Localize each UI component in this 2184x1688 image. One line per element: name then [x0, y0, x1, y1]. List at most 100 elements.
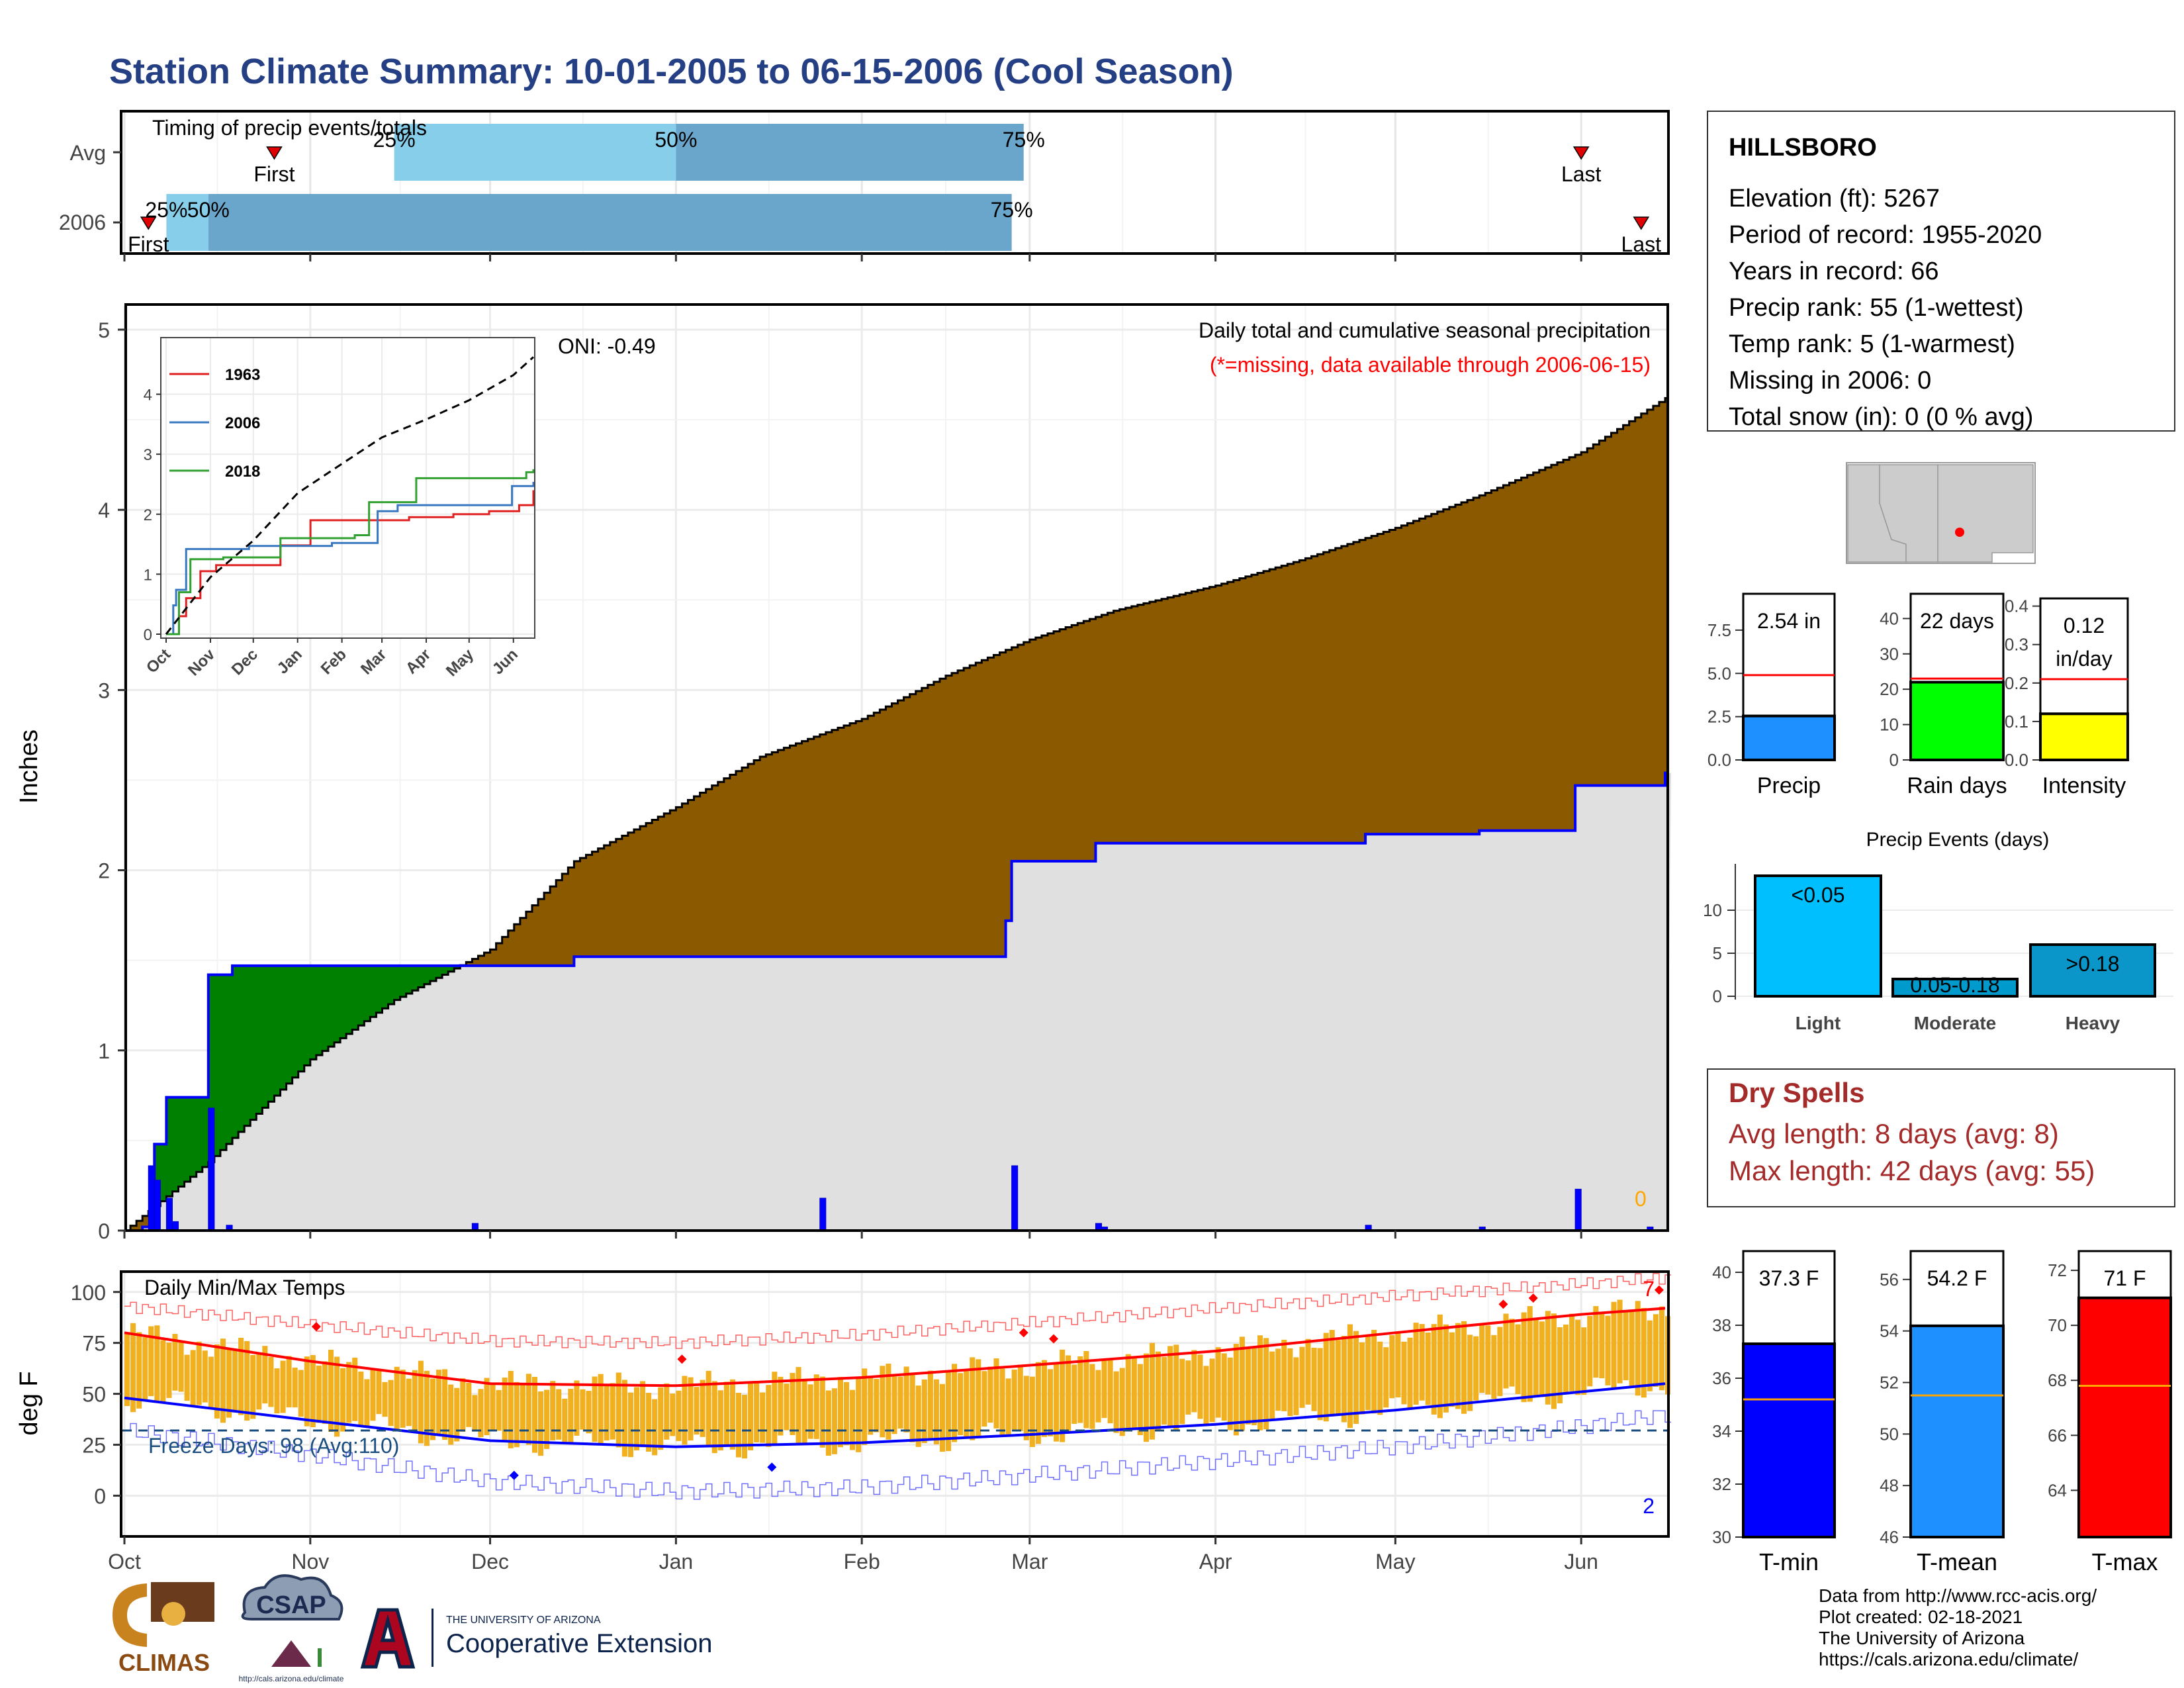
temp-daily-bar [1425, 1333, 1431, 1405]
temp-daily-bar [154, 1325, 160, 1401]
temp-daily-bar [886, 1363, 891, 1440]
temp-x-ticks: Oct Nov Dec Jan Feb Mar Apr May Jun [108, 1536, 1598, 1573]
inset-legend: 1963 2006 2018 [169, 366, 260, 481]
temp-daily-bar [735, 1393, 742, 1458]
temp-x-tick-label: Apr [1199, 1550, 1232, 1573]
temp-daily-bar [1215, 1347, 1221, 1418]
temp-daily-bar [1101, 1359, 1107, 1419]
temp-daily-bar [1557, 1327, 1563, 1403]
temp-daily-bar [1647, 1320, 1653, 1391]
dry-spells-title: Dry Spells [1729, 1077, 1864, 1108]
temp-daily-bar [1323, 1333, 1329, 1422]
temp-daily-bar [490, 1384, 496, 1430]
temp-daily-bar [418, 1360, 424, 1444]
station-elevation: Elevation (ft): 5267 [1729, 185, 1940, 212]
timing-x-ticks [113, 151, 1582, 261]
temp-daily-bar [891, 1376, 897, 1434]
timing-label-q75: 75% [991, 198, 1033, 222]
temp-daily-bar [952, 1364, 958, 1442]
csap-logo: CSAP http://cals.arizona.edu/climate [239, 1574, 344, 1683]
temp-daily-bar [1593, 1306, 1599, 1378]
precip-x-ticks [123, 1231, 1582, 1239]
temp-daily-bar [1443, 1324, 1449, 1413]
timing-label-last: Last [1561, 162, 1602, 186]
precip-daily-bar [819, 1197, 827, 1231]
temp-daily-bar [1089, 1364, 1095, 1429]
temp-daily-bar [1383, 1347, 1389, 1408]
summary-2-value-unit: in/day [2056, 647, 2112, 671]
temp-daily-bar [1137, 1364, 1143, 1436]
precip-marks [124, 397, 1672, 1232]
temp-daily-bar [880, 1366, 886, 1438]
summary-2-y-tick-label: 0.1 [2005, 712, 2028, 731]
temp-daily-bar [454, 1387, 460, 1442]
timing-bar-q25-q50 [394, 124, 676, 181]
temp-daily-bar [256, 1352, 262, 1410]
events-category-label: Light [1796, 1013, 1841, 1033]
temp-y-tick-label: 50 [82, 1383, 106, 1407]
record-high-marker [1654, 1285, 1664, 1295]
temp-daily-bar [484, 1378, 490, 1436]
ua-logo-big-text: Cooperative Extension [446, 1629, 712, 1658]
ua-logo-block-a [360, 1608, 416, 1669]
temp-daily-bar [586, 1391, 592, 1434]
temp-daily-bar [1221, 1353, 1227, 1421]
temp-summary-1-category-label: T-mean [1917, 1548, 1997, 1575]
temp-daily-bar [178, 1340, 184, 1392]
temp-summary-2-category-label: T-max [2091, 1548, 2158, 1575]
temp-daily-bar [1599, 1314, 1605, 1379]
temp-daily-bar [1617, 1299, 1623, 1383]
precip-note-missing: (*=missing, data available through 2006-… [1210, 353, 1651, 377]
temp-daily-bar [568, 1388, 574, 1444]
csap-logo-text: CSAP [256, 1591, 326, 1619]
temp-daily-bar [1269, 1351, 1275, 1420]
summary-1-category-label: Rain days [1907, 773, 2007, 798]
temp-daily-bar [1257, 1335, 1263, 1430]
temp-daily-bar [1005, 1378, 1011, 1434]
temp-x-tick-label: Feb [844, 1550, 880, 1573]
temp-daily-bar [166, 1342, 172, 1398]
summary-1-y-tick-label: 40 [1880, 608, 1899, 628]
summary-2-category-label: Intensity [2042, 773, 2126, 798]
temp-daily-bar [328, 1350, 334, 1432]
temp-daily-bar [250, 1354, 256, 1419]
temp-summary-0-y-tick-label: 32 [1712, 1474, 1731, 1494]
temp-daily-bar [1185, 1360, 1191, 1415]
temp-daily-bar [124, 1333, 130, 1407]
temp-daily-bar [723, 1382, 729, 1446]
temp-daily-bar [1173, 1344, 1179, 1430]
temp-daily-bar [705, 1370, 711, 1447]
temp-daily-bar [1479, 1324, 1485, 1393]
temp-daily-bar [598, 1374, 604, 1445]
temp-daily-bar [274, 1368, 280, 1414]
temp-daily-bar [813, 1374, 819, 1439]
inset-y-tick-label: 1 [144, 566, 152, 584]
temp-daily-bar [760, 1392, 766, 1443]
temp-summary-0-y-tick-label: 40 [1712, 1262, 1731, 1282]
summary-2-y-tick-label: 0.3 [2005, 635, 2028, 655]
summary-1-y-tick-label: 10 [1880, 715, 1899, 735]
inset-average-line [165, 356, 535, 635]
precip-note-title: Daily total and cumulative seasonal prec… [1199, 318, 1651, 342]
temperature-panel: 0 25 50 75 100 Oct Nov Dec Jan Feb Mar Apr May Jun d… [15, 1270, 1672, 1573]
summary-0-value-label: 2.54 in [1757, 609, 1821, 633]
summary-1-y-tick-label: 30 [1880, 644, 1899, 664]
temp-daily-bar [508, 1371, 514, 1448]
temp-record-high-line [124, 1273, 1672, 1349]
temp-marks [122, 1273, 1672, 1500]
station-years: Years in record: 66 [1729, 258, 1939, 285]
precip-y-tick-label: 2 [98, 859, 110, 883]
events-bar-moderate [1891, 978, 2019, 998]
precip-panel: 0 1 2 3 4 5 Inches Daily total and cumulative… [15, 303, 1672, 1243]
temp-daily-bar [784, 1383, 790, 1430]
record-high-marker [677, 1354, 687, 1364]
temp-x-tick-label: Jan [659, 1550, 694, 1573]
temp-daily-bar [981, 1371, 987, 1427]
temp-daily-bar [1119, 1368, 1125, 1436]
precip-events-chart: 0 5 10 <0.05 Light 0.05-0.18 Moderate >0.18 Heav… [1703, 864, 2175, 1033]
temp-daily-bar [700, 1380, 705, 1437]
inset-background [161, 338, 535, 638]
temp-daily-bar [844, 1382, 850, 1446]
